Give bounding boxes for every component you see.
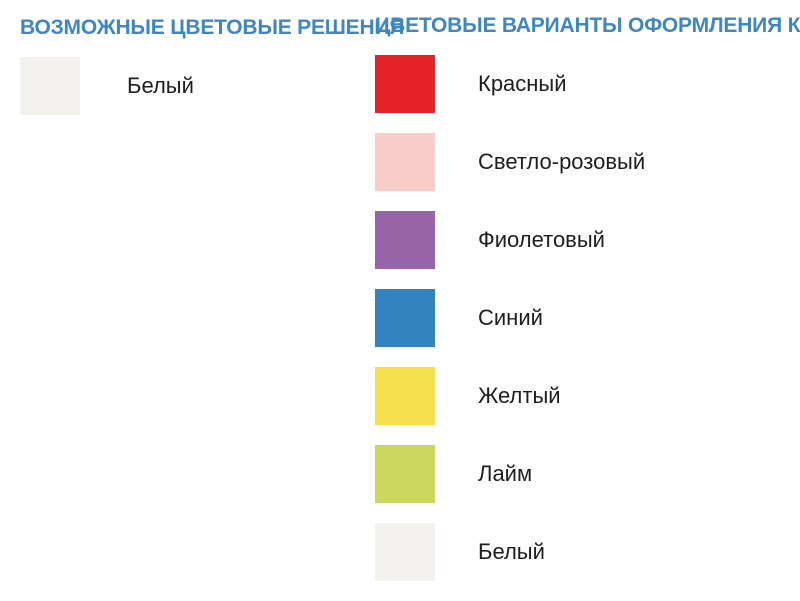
edging-colors-panel: ЦВЕТОВЫЕ ВАРИАНТЫ ОФОРМЛЕНИЯ КАНТА Красн… [375,14,800,601]
color-swatch [375,211,435,269]
color-row: Красный [375,55,795,113]
color-swatch [375,523,435,581]
color-row: Желтый [375,367,795,425]
edging-colors-list: Красный Светло-розовый Фиолетовый Синий … [375,55,795,581]
color-label: Красный [478,71,567,96]
color-row: Лайм [375,445,795,503]
color-swatch [375,367,435,425]
color-row: Белый [20,57,365,115]
color-swatch [20,57,80,115]
possible-colors-list: Белый [20,57,365,115]
color-label: Светло-розовый [478,149,646,174]
edging-colors-title: ЦВЕТОВЫЕ ВАРИАНТЫ ОФОРМЛЕНИЯ КАНТА [375,14,800,37]
color-label: Белый [127,73,194,98]
possible-colors-panel: ВОЗМОЖНЫЕ ЦВЕТОВЫЕ РЕШЕНИЯ Белый [20,16,405,135]
possible-colors-title: ВОЗМОЖНЫЕ ЦВЕТОВЫЕ РЕШЕНИЯ [20,16,405,39]
color-label: Фиолетовый [478,227,605,252]
color-row: Синий [375,289,795,347]
color-row: Светло-розовый [375,133,795,191]
color-label: Белый [478,539,545,564]
color-swatch [375,289,435,347]
color-label: Желтый [478,383,561,408]
color-label: Синий [478,305,543,330]
color-swatch [375,445,435,503]
color-swatch [375,133,435,191]
color-row: Белый [375,523,795,581]
color-label: Лайм [478,461,533,486]
color-swatch [375,55,435,113]
color-row: Фиолетовый [375,211,795,269]
